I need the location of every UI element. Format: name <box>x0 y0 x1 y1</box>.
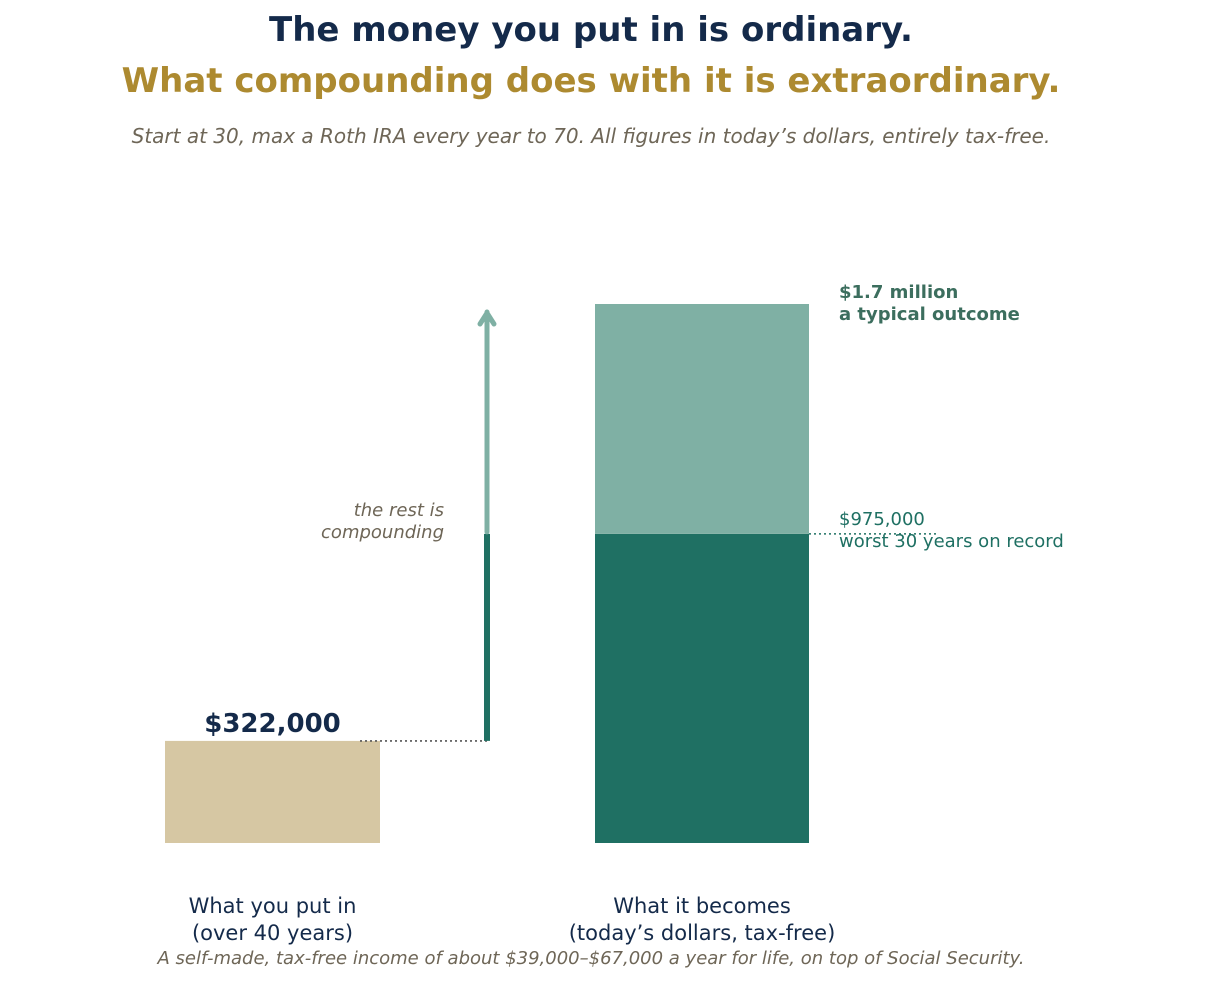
typical-description-label: a typical outcome <box>839 304 1020 325</box>
typical-value-label: $1.7 million <box>839 282 958 303</box>
worst-description-label: worst 30 years on record <box>839 531 1064 552</box>
annotation-line1: the rest is <box>354 500 444 521</box>
arrow-head-icon <box>477 310 497 327</box>
bar-contributions <box>165 740 380 843</box>
chart-subtitle: Start at 30, max a Roth IRA every year t… <box>131 124 1051 148</box>
bar-outcome-worst <box>595 533 809 843</box>
category-label-1-line1: What you put in <box>189 894 357 918</box>
bar-contributions-value-label: $322,000 <box>204 709 341 739</box>
worst-value-label: $975,000 <box>839 509 925 530</box>
bar-outcome-typical <box>595 304 809 534</box>
footnote: A self-made, tax-free income of about $3… <box>157 948 1025 969</box>
chart-title-line1: The money you put in is ordinary. <box>269 10 913 50</box>
category-label-1-line2: (over 40 years) <box>192 921 353 945</box>
category-label-2-line2: (today’s dollars, tax-free) <box>569 921 836 945</box>
chart-title-line2: What compounding does with it is extraor… <box>121 61 1061 101</box>
annotation-line2: compounding <box>321 522 444 543</box>
category-label-2-line1: What it becomes <box>613 894 791 918</box>
